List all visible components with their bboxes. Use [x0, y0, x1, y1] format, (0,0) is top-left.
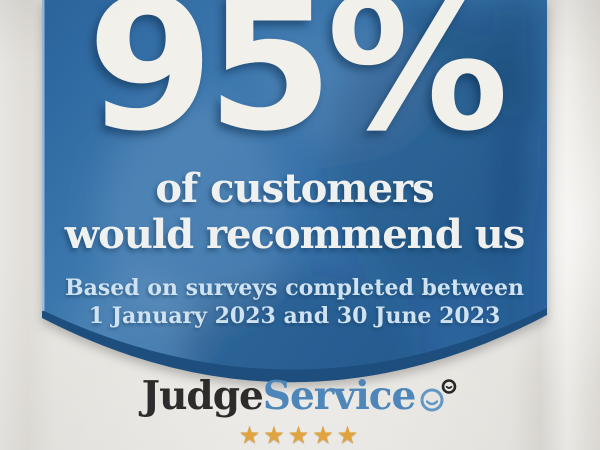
smiley-faces-icon: [420, 379, 457, 412]
panel-edge-highlight: [42, 0, 45, 311]
survey-note: Based on surveys completed between 1 Jan…: [42, 274, 547, 330]
panel-content: 95% of customers would recommend us Base…: [42, 0, 547, 450]
survey-note-line2: 1 January 2023 and 30 June 2023: [88, 303, 501, 329]
brand-name-service: Service: [262, 373, 417, 419]
blue-panel-shape: [42, 0, 547, 383]
headline-stat: 95%: [87, 0, 509, 171]
subheadline-line1: of customers: [155, 165, 434, 212]
brand-name-judge: Judge: [141, 373, 264, 419]
subheadline-line2: would recommend us: [64, 211, 526, 258]
panel-photo-texture: [72, 0, 547, 370]
subheadline: of customers would recommend us: [42, 166, 547, 258]
blue-panel: [42, 0, 547, 450]
survey-note-line1: Based on surveys completed between: [65, 275, 524, 301]
brand-logo: Judge Service: [0, 377, 600, 416]
star-rating: ★★★★★: [238, 421, 362, 449]
